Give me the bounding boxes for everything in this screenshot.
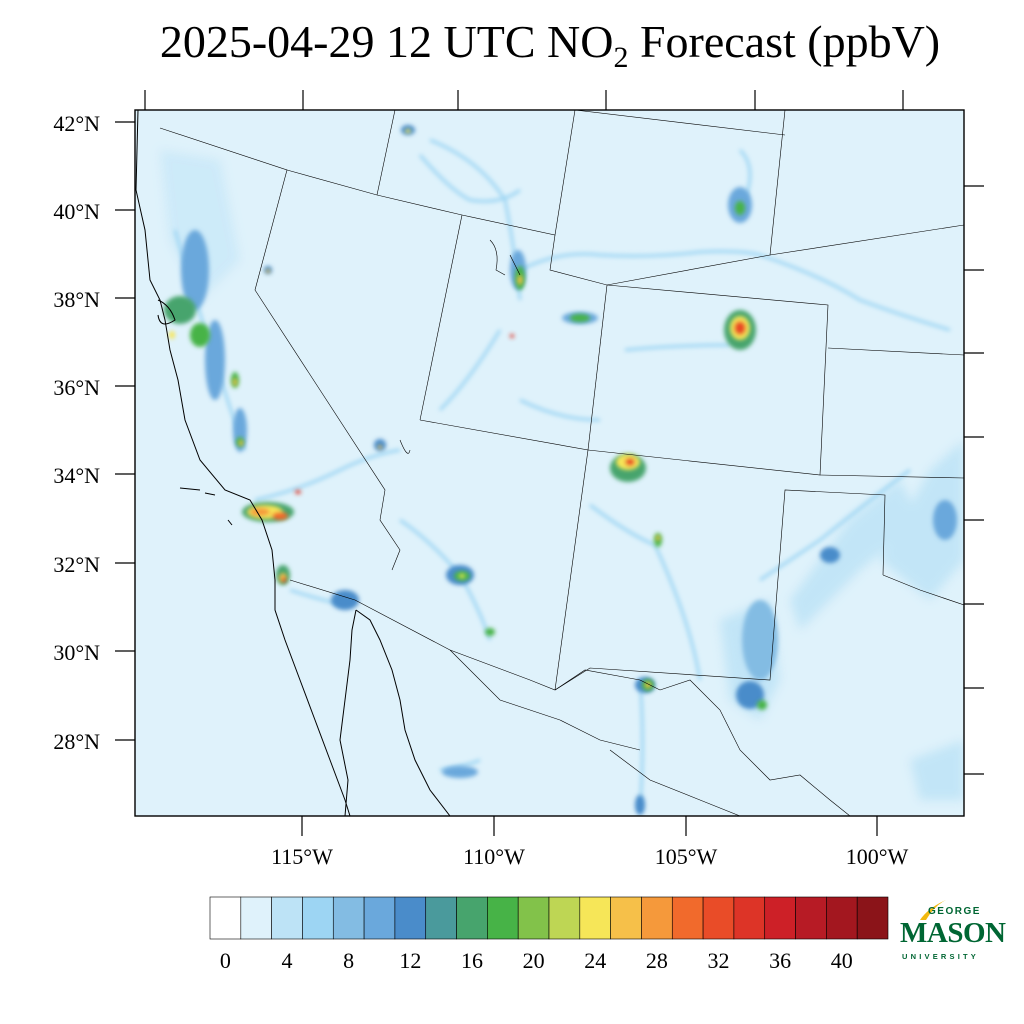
colorbar-swatch-5 [363, 896, 396, 940]
lat-label-5: 32°N [53, 552, 100, 577]
lat-label-6: 30°N [53, 640, 100, 665]
coastlines [135, 110, 451, 816]
title-subscript: 2 [613, 41, 629, 74]
colorbar-label-5: 20 [523, 948, 545, 973]
colorbar-label-8: 32 [708, 948, 730, 973]
gmu-logo: GEORGE MASON UNIVERSITY [898, 898, 1006, 970]
map-frame [134, 109, 965, 817]
lon-label-2: 105°W [655, 844, 718, 869]
lat-label-2: 38°N [53, 287, 100, 312]
colorbar-label-10: 40 [831, 948, 853, 973]
logo-line-university: UNIVERSITY [902, 952, 980, 961]
lon-label-3: 100°W [846, 844, 909, 869]
colorbar-swatch-9 [487, 896, 519, 940]
title-suffix: Forecast (ppbV) [628, 16, 941, 67]
colorbar-swatch-16 [702, 896, 735, 940]
colorbar [209, 896, 889, 940]
colorbar-label-0: 0 [220, 948, 231, 973]
logo-line-george: GEORGE [928, 906, 981, 917]
colorbar-swatch-6 [394, 896, 427, 940]
colorbar-swatch-12 [579, 896, 611, 940]
colorbar-label-6: 24 [584, 948, 606, 973]
longitude-labels: 115°W 110°W 105°W 100°W [271, 844, 908, 869]
colorbar-swatch-17 [733, 896, 766, 940]
colorbar-label-7: 28 [646, 948, 668, 973]
colorbar-swatch-15 [671, 896, 704, 940]
colorbar-swatch-10 [517, 896, 550, 940]
colorbar-labels: 0 4 8 12 16 20 24 28 32 36 40 [220, 948, 853, 973]
colorbar-swatch-2 [271, 896, 303, 940]
colorbar-swatch-4 [332, 896, 365, 940]
axis-ticks [115, 90, 984, 836]
map-background [135, 110, 964, 816]
colorbar-swatch-18 [764, 896, 796, 940]
colorbar-label-4: 16 [461, 948, 483, 973]
colorbar-swatch-21 [856, 896, 889, 940]
colorbar-swatch-7 [425, 896, 457, 940]
colorbar-label-1: 4 [282, 948, 293, 973]
logo-swoosh-icon [920, 900, 946, 920]
title-prefix: 2025-04-29 12 UTC NO [159, 16, 614, 67]
map-plot-area [135, 110, 964, 816]
colorbar-swatch-3 [302, 896, 334, 940]
colorbar-swatch-8 [456, 896, 488, 940]
colorbar-swatch-20 [826, 896, 858, 940]
lon-label-0: 115°W [271, 844, 333, 869]
lat-label-7: 28°N [53, 729, 100, 754]
no2-high-areas [169, 129, 750, 688]
political-borders [159, 110, 964, 816]
colorbar-swatch-14 [641, 896, 673, 940]
colorbar-label-3: 12 [399, 948, 421, 973]
colorbar-label-9: 36 [769, 948, 791, 973]
map-title: 2025-04-29 12 UTC NO2 Forecast (ppbV) [0, 14, 1024, 73]
colorbar-swatch-13 [610, 896, 642, 940]
colorbar-swatch-0 [209, 896, 242, 940]
logo-line-mason: MASON [900, 917, 1006, 949]
colorbar-swatch-11 [548, 896, 581, 940]
lon-label-1: 110°W [463, 844, 525, 869]
colorbar-swatch-19 [795, 896, 827, 940]
lat-label-3: 36°N [53, 375, 100, 400]
lat-label-4: 34°N [53, 463, 100, 488]
lat-label-0: 42°N [53, 111, 100, 136]
colorbar-label-2: 8 [343, 948, 354, 973]
colorbar-swatch-1 [240, 896, 272, 940]
lat-label-1: 40°N [53, 199, 100, 224]
latitude-labels: 42°N 40°N 38°N 36°N 34°N 32°N 30°N 28°N [53, 111, 100, 754]
